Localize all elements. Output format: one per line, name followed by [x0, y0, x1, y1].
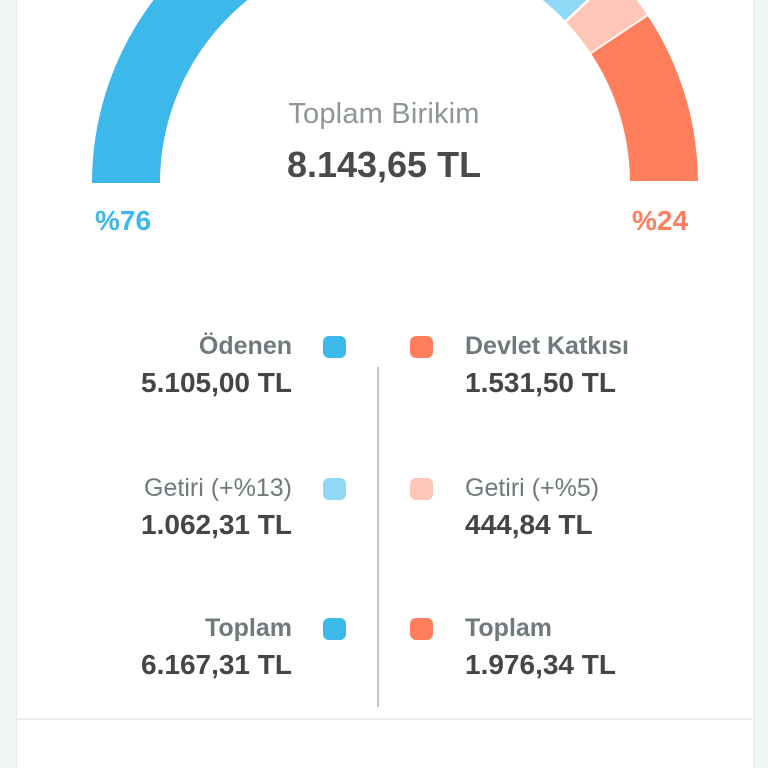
- total-savings-value: 8.143,65 TL: [286, 144, 482, 185]
- legend-label: Getiri (+%5): [465, 474, 600, 502]
- legend-label: Getiri (+%13): [144, 474, 292, 502]
- legend-item-paid: Ödenen 5.105,00 TL: [141, 332, 292, 399]
- legend-dot-icon: [410, 336, 433, 358]
- gauge-segment-paid-return: [542, 0, 587, 21]
- legend-value: 444,84 TL: [465, 509, 593, 540]
- gauge-segment-state: [591, 16, 698, 181]
- legend-label: Ödenen: [198, 332, 292, 360]
- legend-dot-icon: [323, 618, 346, 640]
- legend-item-paid-return: Getiri (+%13) 1.062,31 TL: [141, 474, 292, 541]
- column-divider: [377, 367, 379, 707]
- legend-label: Devlet Katkısı: [465, 332, 629, 360]
- state-percent: %24: [632, 205, 689, 236]
- legend-value: 1.976,34 TL: [465, 649, 616, 680]
- legend-item-state-return: Getiri (+%5) 444,84 TL: [465, 474, 599, 541]
- savings-gauge-chart: [92, 0, 698, 183]
- total-savings-label: Toplam Birikim: [288, 98, 480, 130]
- legend-item-state: Devlet Katkısı 1.531,50 TL: [465, 332, 629, 399]
- legend-item-state-total: Toplam 1.976,34 TL: [465, 614, 616, 681]
- legend-value: 1.531,50 TL: [465, 367, 616, 398]
- gauge-segment-state-return: [566, 0, 647, 53]
- legend-label: Toplam: [204, 614, 292, 642]
- legend-value: 1.062,31 TL: [141, 509, 292, 540]
- legend-item-paid-total: Toplam 6.167,31 TL: [141, 614, 292, 681]
- legend-value: 5.105,00 TL: [141, 367, 292, 398]
- legend-label: Toplam: [465, 614, 553, 642]
- legend-dot-icon: [410, 478, 433, 500]
- gauge-segment-paid: [92, 0, 248, 183]
- legend-dot-icon: [323, 478, 346, 500]
- paid-percent: %76: [95, 205, 152, 236]
- section-separator: [16, 718, 752, 720]
- legend-dot-icon: [410, 618, 433, 640]
- legend-value: 6.167,31 TL: [141, 649, 292, 680]
- legend-dot-icon: [323, 336, 346, 358]
